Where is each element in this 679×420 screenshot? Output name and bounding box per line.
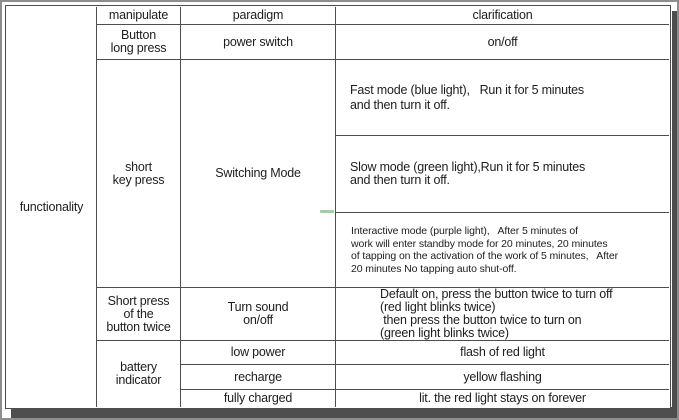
grid-vline-3 — [335, 7, 336, 407]
stray-green-tick — [320, 210, 334, 213]
cell-slow-mode: Slow mode (green light),Run it for 5 min… — [350, 160, 586, 187]
grid-hline-lowpower — [181, 364, 669, 365]
cell-short-press-twice: Short press of the button twice — [106, 293, 171, 334]
cell-button-long-press: Button long press — [110, 28, 167, 55]
cell-fully-charged: fully charged — [223, 391, 293, 405]
cell-low-power: low power — [230, 345, 286, 359]
column-header-paradigm: paradigm — [232, 8, 284, 22]
grid-hline-interactive — [97, 287, 669, 288]
cell-battery-indicator: battery indicator — [115, 360, 162, 387]
cell-yellow-flashing: yellow flashing — [463, 369, 542, 384]
cell-red-stays-on: lit. the red light stays on forever — [419, 391, 586, 405]
cell-power-switch: power switch — [223, 34, 293, 49]
cell-switching-mode: Switching Mode — [215, 166, 301, 180]
grid-hline-fast — [336, 135, 669, 136]
cell-flash-red-light: flash of red light — [460, 345, 545, 359]
cell-turn-sound: Turn sound on/off — [227, 300, 289, 327]
grid-vline-1 — [96, 7, 97, 407]
cell-interactive-mode: Interactive mode (purple light), After 5… — [351, 225, 618, 275]
grid-hline-sound — [97, 340, 669, 341]
grid-hline-slow — [336, 212, 669, 213]
grid-hline-recharge — [181, 389, 669, 390]
grid-hline-header — [97, 24, 669, 25]
cell-recharge: recharge — [234, 369, 282, 384]
table-border-frame — [5, 5, 671, 409]
grid-hline-power — [97, 59, 669, 60]
column-header-manipulate: manipulate — [108, 8, 169, 22]
grid-vline-2 — [180, 7, 181, 407]
column-header-clarification: clarification — [472, 8, 533, 22]
row-group-label-functionality: functionality — [19, 199, 84, 214]
cell-on-off: on/off — [487, 34, 518, 49]
drop-shadow-bottom — [11, 407, 677, 418]
cell-short-key-press: short key press — [112, 159, 165, 187]
cell-sound-clarification: Default on, press the button twice to tu… — [380, 288, 613, 340]
cell-fast-mode: Fast mode (blue light), Run it for 5 min… — [350, 82, 584, 112]
drop-shadow-right — [672, 11, 677, 418]
